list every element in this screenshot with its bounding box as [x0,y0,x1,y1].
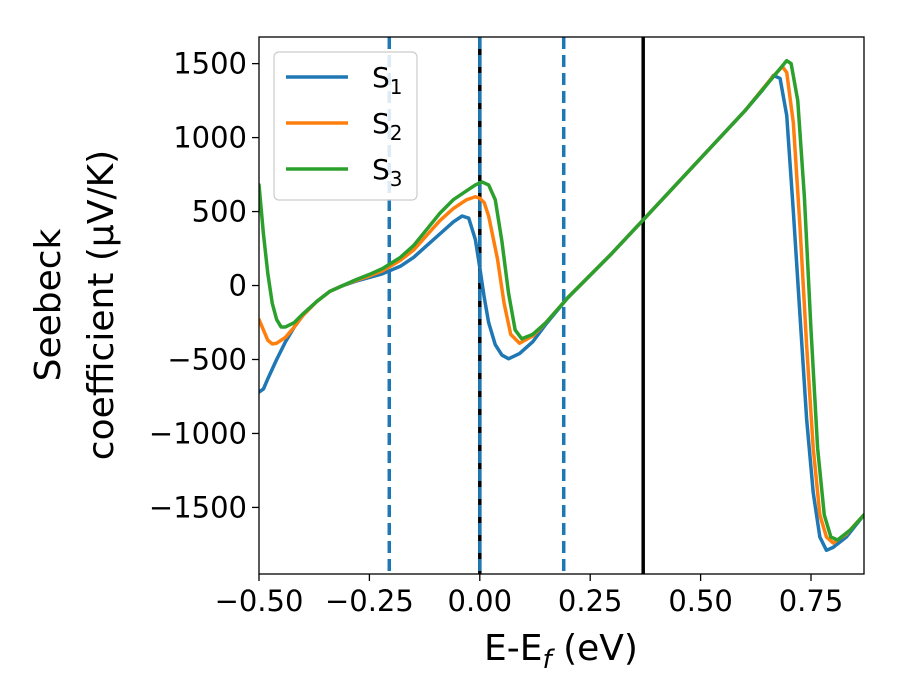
legend-box [273,51,418,201]
x-tick-label: 0.75 [779,584,844,618]
y-tick-label: 500 [192,195,247,229]
x-axis-label: E-Ef (eV) [484,628,638,675]
x-tick-label: 0.00 [448,584,513,618]
x-axis: −0.50 −0.25 0.00 0.25 0.50 0.75 [215,574,844,618]
y-tick-label: −1000 [149,416,247,450]
legend-label-S2: S2 [372,107,403,145]
y-tick-label: −500 [167,342,247,376]
series-line-S3 [259,58,864,542]
x-tick-label: −0.50 [215,584,304,618]
plot-frame [258,36,865,575]
y-axis-label-line1: Seebeck [28,228,69,381]
y-tick-label: 1500 [173,47,247,81]
x-tick-label: −0.25 [325,584,414,618]
legend-label-S3: S3 [372,153,403,191]
series-lines [259,58,864,553]
x-axis-label-main: E-E [484,628,542,669]
y-axis-label: Seebeck coefficient (μV/K) [28,150,122,460]
y-axis-label-line2: coefficient (μV/K) [81,150,122,460]
y-axis: 1500 1000 500 0 −500 −1000 −1500 [149,47,259,524]
legend-label-S1: S1 [372,61,403,99]
x-tick-label: 0.25 [558,584,623,618]
x-tick-label: 0.50 [668,584,733,618]
x-axis-label-tail: (eV) [552,628,638,669]
y-tick-label: 0 [229,269,247,303]
y-tick-label: 1000 [173,121,247,155]
y-tick-label: −1500 [149,490,247,524]
legend: S1 S2 S3 [273,51,418,201]
reference-lines [387,37,645,574]
